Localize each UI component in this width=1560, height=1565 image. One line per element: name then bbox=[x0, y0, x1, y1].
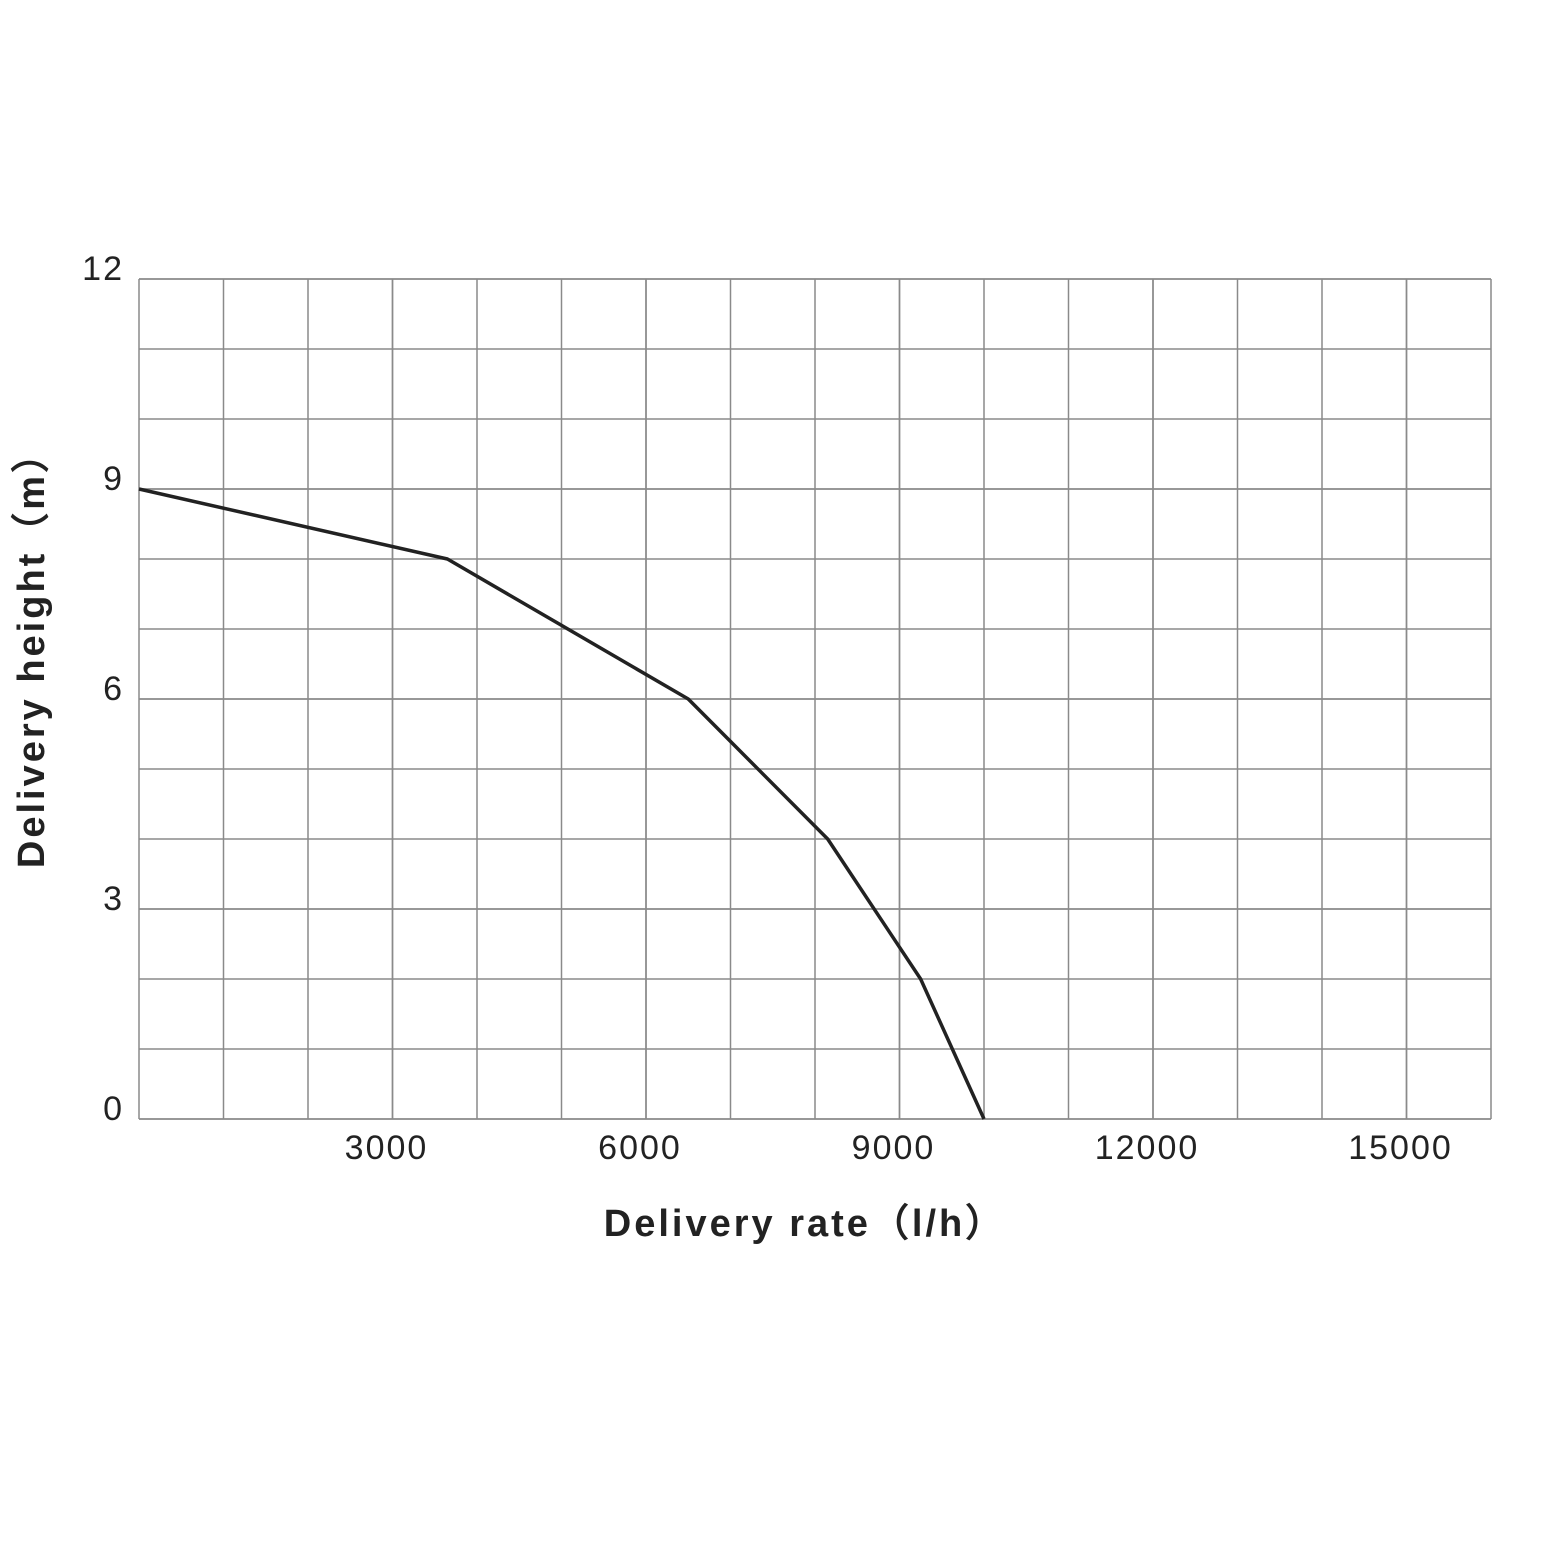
y-tick-label: 12 bbox=[82, 250, 124, 288]
x-tick-label: 6000 bbox=[598, 1129, 682, 1167]
y-tick-label: 3 bbox=[103, 880, 124, 918]
y-tick-label: 0 bbox=[103, 1090, 124, 1128]
x-axis-title: Delivery rate（l/h） bbox=[604, 1203, 1006, 1245]
x-tick-label: 3000 bbox=[345, 1129, 429, 1167]
x-tick-label: 9000 bbox=[852, 1129, 936, 1167]
x-tick-label: 15000 bbox=[1348, 1129, 1453, 1167]
x-tick-label: 12000 bbox=[1095, 1129, 1200, 1167]
y-tick-label: 9 bbox=[103, 460, 124, 498]
y-axis-title: Delivery height（m） bbox=[11, 432, 53, 868]
line bbox=[138, 487, 986, 1120]
y-tick-label: 6 bbox=[103, 670, 124, 708]
